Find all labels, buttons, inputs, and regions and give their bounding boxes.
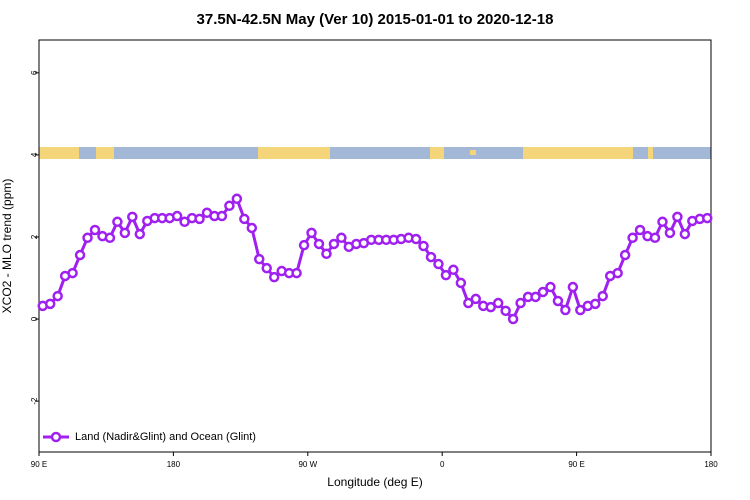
data-point <box>313 238 325 250</box>
y-tick-label: 0 <box>30 316 39 321</box>
data-point <box>552 295 564 307</box>
data-point <box>537 286 549 298</box>
data-point <box>112 216 123 228</box>
chart-title: 37.5N-42.5N May (Ver 10) 2015-01-01 to 2… <box>197 11 554 28</box>
data-point <box>231 193 243 205</box>
x-tick-label: 90 E <box>568 460 584 469</box>
data-point <box>74 249 86 261</box>
data-point <box>627 232 638 244</box>
data-point <box>455 277 467 289</box>
data-point <box>306 227 317 239</box>
legend-marker <box>50 431 62 443</box>
x-tick-label: 90 E <box>31 460 47 469</box>
data-point <box>470 293 482 305</box>
data-point <box>425 251 437 263</box>
legend-label: Land (Nadir&Glint) and Ocean (Glint) <box>75 431 256 443</box>
data-point <box>612 267 623 279</box>
data-point <box>254 253 265 265</box>
data-point <box>89 224 101 236</box>
data-line <box>42 196 708 322</box>
x-axis-label: Longitude (deg E) <box>327 475 422 489</box>
data-point <box>463 297 474 309</box>
data-point <box>321 248 332 260</box>
data-point <box>575 304 586 316</box>
data-point <box>82 232 93 244</box>
data-point <box>410 233 422 245</box>
y-tick-label: 4 <box>30 152 39 157</box>
data-point <box>298 239 310 251</box>
data-point <box>194 213 205 225</box>
data-point <box>702 212 713 224</box>
data-point <box>530 291 541 303</box>
data-point <box>545 281 556 293</box>
y-tick-label: -2 <box>30 397 39 405</box>
data-point <box>560 304 571 316</box>
data-point <box>134 228 146 240</box>
data-point <box>448 264 459 276</box>
data-point <box>246 222 258 234</box>
y-tick-label: 2 <box>30 234 39 239</box>
data-point <box>67 267 78 279</box>
data-point <box>119 227 131 239</box>
data-point <box>418 240 429 252</box>
x-tick-label: 180 <box>704 460 718 469</box>
data-point <box>261 262 272 274</box>
map-strip <box>39 147 711 159</box>
data-point <box>440 269 452 281</box>
data-point <box>657 216 668 228</box>
data-point <box>597 290 608 302</box>
data-point <box>291 267 302 279</box>
data-point <box>485 301 496 313</box>
data-point <box>268 271 280 283</box>
data-point <box>672 211 683 223</box>
data-point <box>679 228 691 240</box>
data-point <box>590 298 601 310</box>
data-point <box>328 238 340 250</box>
data-point <box>44 298 56 310</box>
data-point <box>216 210 228 222</box>
data-point <box>649 232 661 244</box>
plot-frame <box>38 39 712 453</box>
data-point <box>433 258 444 270</box>
x-tick-label: 0 <box>440 460 445 469</box>
data-point <box>104 232 116 244</box>
data-point <box>52 290 63 302</box>
y-axis-label: XCO2 - MLO trend (ppm) <box>0 179 14 314</box>
x-tick-label: 90 W <box>298 460 317 469</box>
data-point <box>127 211 138 223</box>
data-point <box>171 210 183 222</box>
data-point <box>492 297 504 309</box>
data-point <box>634 224 646 236</box>
data-point <box>500 305 511 317</box>
data-point <box>336 232 347 244</box>
x-tick-label: 180 <box>167 460 181 469</box>
data-point <box>507 313 519 325</box>
data-point <box>239 213 250 225</box>
data-point <box>224 200 235 212</box>
data-point <box>515 297 526 309</box>
data-point <box>664 227 676 239</box>
data-point <box>619 249 631 261</box>
y-tick-label: 6 <box>30 70 39 75</box>
data-point <box>567 281 579 293</box>
